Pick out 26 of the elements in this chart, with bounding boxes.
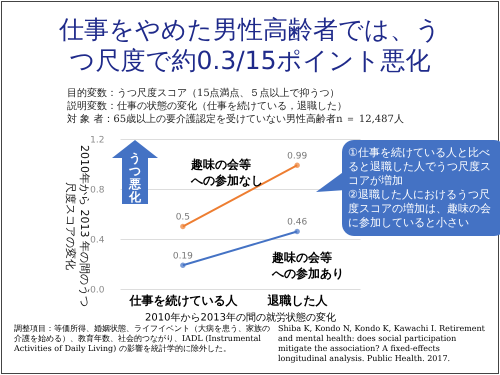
series-label: 趣味の会等への参加なし xyxy=(190,158,263,188)
text: 説明変数：仕事の状態の変化（仕事を続けている，退職した） xyxy=(67,100,348,113)
y-tick-label: 0.0 xyxy=(90,286,105,296)
y-axis-title: 2010年から 2013 年の間のうつ尺度スコアの変化 xyxy=(63,144,91,309)
y-tick-label: 0.8 xyxy=(90,186,105,196)
x-tick-label: 退職した人 xyxy=(266,294,329,308)
data-label: 0.46 xyxy=(287,218,308,228)
point xyxy=(180,262,186,268)
x-tick-label: 仕事を続けている人 xyxy=(128,294,238,308)
point xyxy=(294,162,300,168)
y-tick-label: 0.4 xyxy=(90,236,105,246)
text: Shiba K, Kondo N, Kondo K, Kawachi I. Retirement and mental health: does social participation mitigate the association? A fixed-effects longitudinal analysis. Public Health. 2017. xyxy=(278,324,486,364)
y-tick-label: 1.2 xyxy=(90,136,104,146)
data-label: 0.5 xyxy=(176,212,190,222)
text: 調整項目：等価所得、婚姻状態、ライフイベント（大病を患う、家族の介護を始める）、教育年数、社会的つながり、IADL (Instrumental Activities of Daily Living) の影響を統計学的に除外した。 xyxy=(14,324,271,354)
data-label: 0.99 xyxy=(287,151,308,162)
point xyxy=(294,228,300,234)
text: 目的変数：うつ尺度スコア（15点満点、５点以上で抑うつ） xyxy=(67,87,341,100)
annotation: ①仕事を続けている人と比べると退職した人でうつ尺度スコアが増加 ②退職した人におけるうつ尺度スコアの増加は、趣味の会に参加していると小さい xyxy=(348,146,491,229)
series-label: 趣味の会等への参加あり xyxy=(271,250,344,280)
annotation: うつ悪化 xyxy=(128,151,142,204)
text: 対 象 者：65歳以上の要介護認定を受けていない男性高齢者n ＝ 12,487人 xyxy=(67,113,404,126)
point xyxy=(180,224,186,230)
x-axis-title: 2010年から2013年の間の就労状態の変化 xyxy=(145,312,336,324)
chart-title: 仕事をやめた男性高齢者では、うつ尺度で約0.3/15ポイント悪化 xyxy=(58,14,442,76)
data-label: 0.19 xyxy=(172,251,194,262)
